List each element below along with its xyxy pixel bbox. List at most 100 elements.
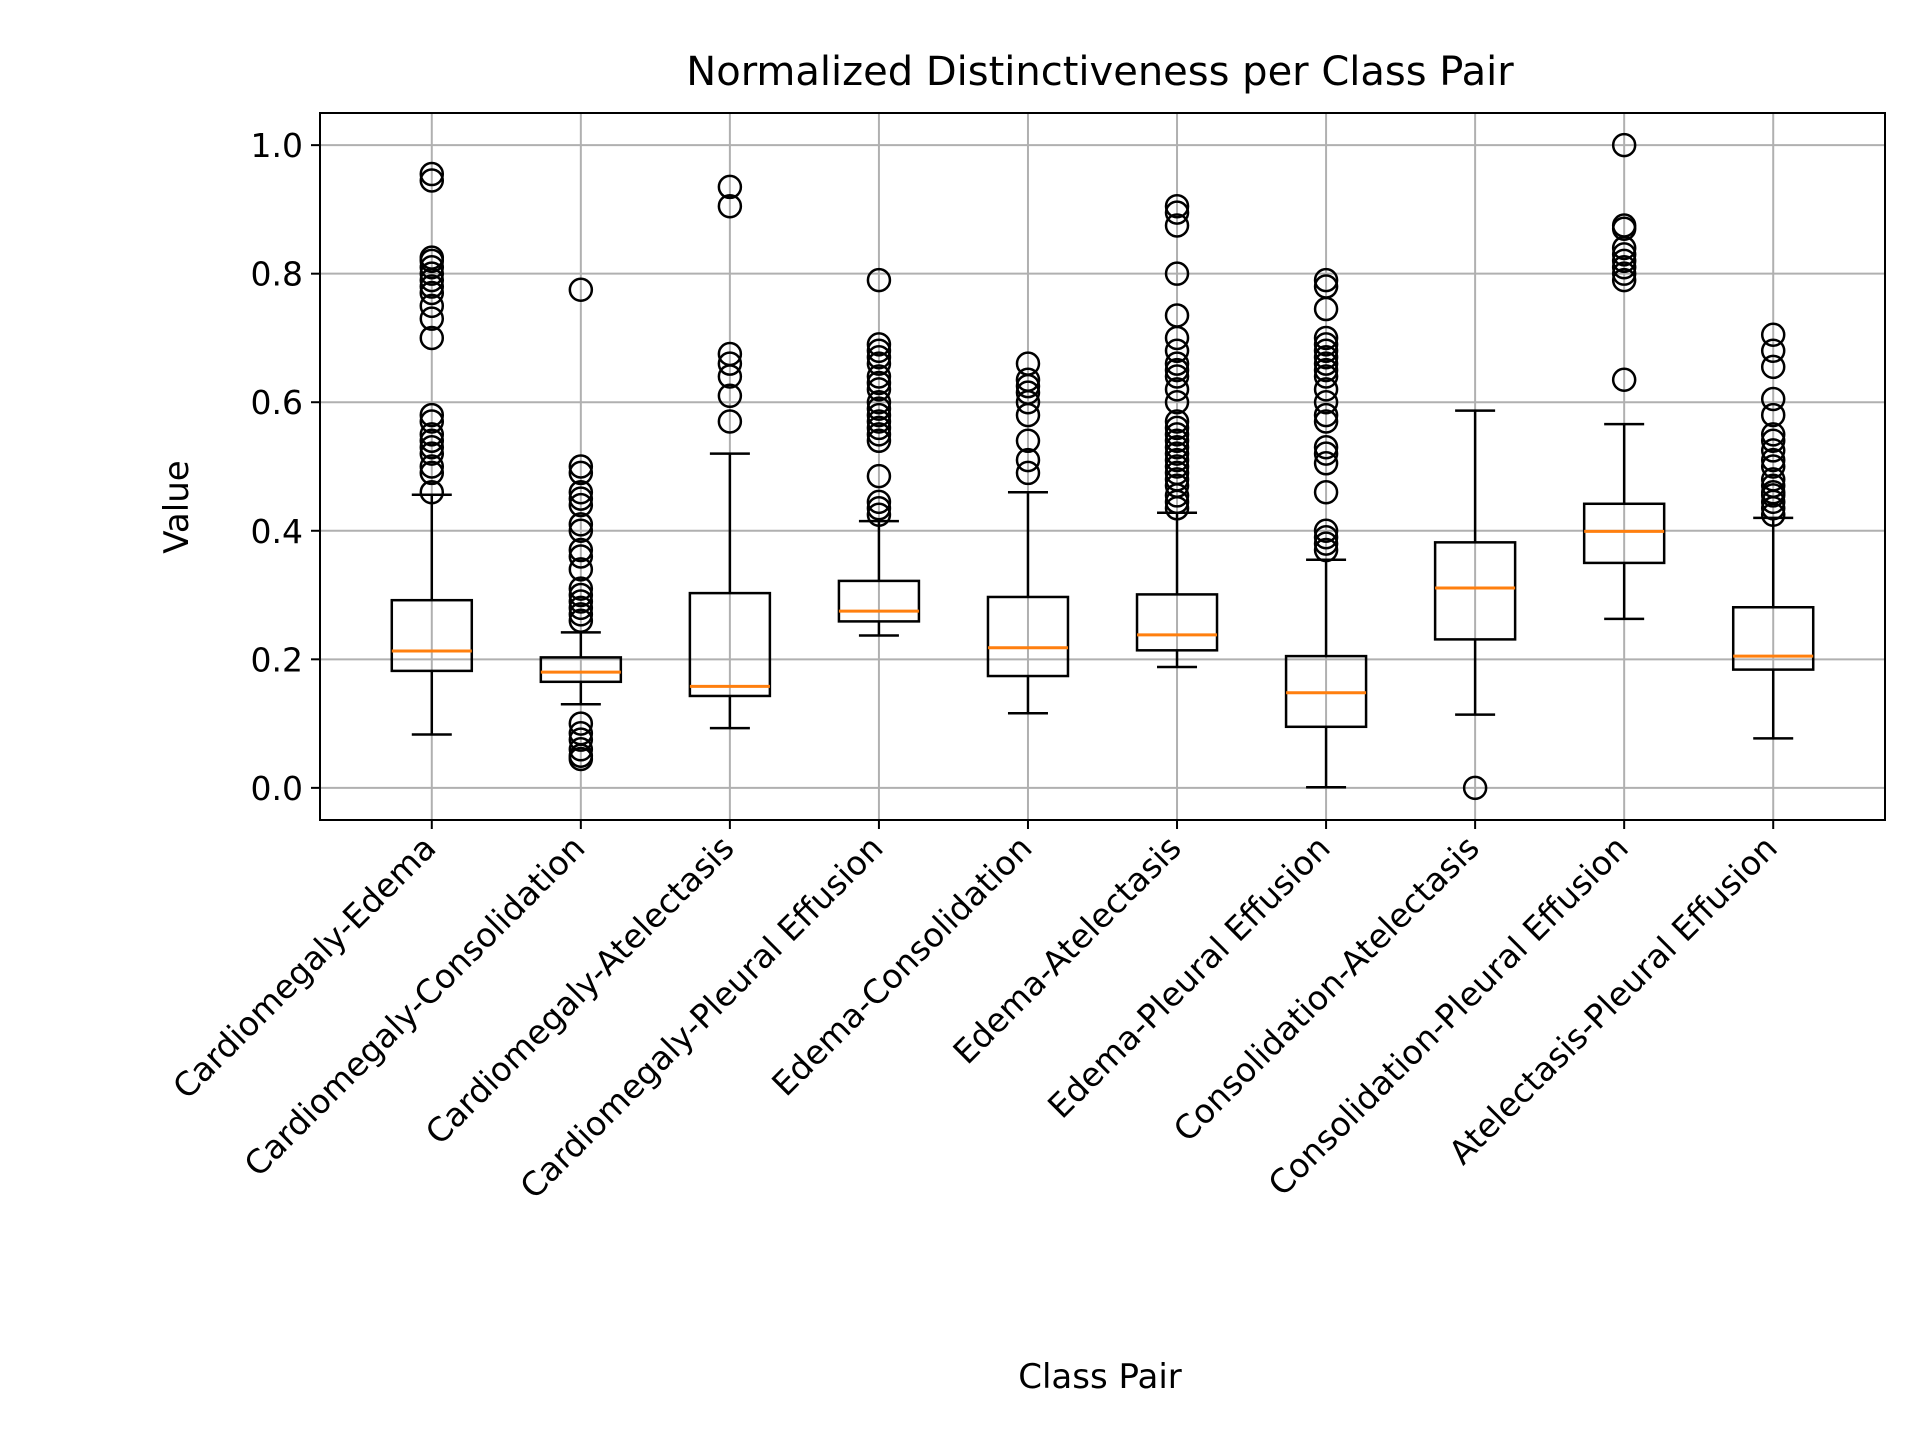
outlier-point — [419, 428, 445, 454]
y-tick-label: 0.6 — [251, 383, 303, 422]
box-plot-9 — [1582, 132, 1666, 621]
outlier-point — [1313, 364, 1339, 389]
outlier-point — [1611, 132, 1637, 158]
x-axis-label: Class Pair — [1018, 1357, 1182, 1397]
iqr-box — [539, 656, 623, 684]
outlier-point — [419, 168, 445, 193]
outlier-point — [866, 489, 892, 515]
outlier-point — [1760, 454, 1786, 479]
plot-layer — [390, 132, 1815, 801]
outlier-point — [1760, 479, 1786, 505]
outlier-point — [1313, 524, 1339, 550]
outlier-point — [866, 502, 892, 527]
iqr-box — [390, 598, 474, 673]
outlier-point — [419, 441, 445, 466]
iqr-box — [688, 591, 772, 698]
outlier-point — [717, 409, 743, 434]
y-tick-label: 0.8 — [251, 255, 303, 294]
iqr-box — [1582, 502, 1666, 565]
outlier-point — [1313, 531, 1339, 556]
outlier-point — [1015, 447, 1041, 473]
outlier-point — [1313, 451, 1339, 476]
outlier-point — [1760, 402, 1786, 428]
outlier-point — [866, 377, 892, 402]
outlier-point — [1760, 354, 1786, 380]
outlier-point — [1164, 447, 1190, 473]
outlier-point — [866, 351, 892, 376]
outlier-point — [568, 277, 594, 302]
outlier-point — [568, 737, 594, 762]
outlier-point — [717, 341, 743, 367]
outlier-point — [419, 402, 445, 428]
outlier-point — [1313, 338, 1339, 364]
outlier-point — [1611, 261, 1637, 286]
outlier-point — [1313, 518, 1339, 544]
outlier-point — [1164, 261, 1190, 286]
outlier-point — [1760, 338, 1786, 364]
outlier-point — [866, 389, 892, 415]
box-plot-3 — [688, 174, 772, 730]
outlier-point — [419, 245, 445, 270]
outlier-point — [1164, 303, 1190, 328]
outlier-point — [1164, 213, 1190, 238]
outlier-point — [419, 409, 445, 434]
outlier-point — [419, 261, 445, 286]
outlier-point — [419, 454, 445, 479]
box-plot-6 — [1135, 193, 1219, 669]
outlier-point — [568, 576, 594, 601]
outlier-point — [419, 306, 445, 331]
outlier-point — [1313, 351, 1339, 376]
outlier-point — [419, 479, 445, 505]
outlier-point — [1164, 193, 1190, 219]
outlier-point — [419, 274, 445, 299]
plot-frame — [319, 112, 1886, 821]
outlier-point — [1164, 415, 1190, 441]
outlier-point — [568, 486, 594, 511]
outlier-point — [1760, 386, 1786, 412]
outlier-point — [866, 463, 892, 489]
outlier-point — [419, 422, 445, 447]
outlier-point — [1313, 377, 1339, 402]
outlier-point — [866, 409, 892, 434]
outlier-point — [1164, 364, 1190, 389]
iqr-box — [837, 579, 921, 623]
outlier-point — [1313, 537, 1339, 563]
box-plot-10 — [1731, 322, 1815, 740]
outlier-point — [568, 454, 594, 479]
outlier-point — [1313, 402, 1339, 428]
outlier-point — [1164, 351, 1190, 376]
outlier-point — [419, 434, 445, 460]
outlier-point — [1164, 434, 1190, 460]
outlier-point — [1164, 454, 1190, 479]
box-plot-8 — [1433, 409, 1517, 801]
outlier-point — [568, 492, 594, 518]
outlier-point — [1164, 467, 1190, 492]
outlier-point — [568, 727, 594, 752]
outlier-point — [866, 370, 892, 396]
outlier-point — [866, 422, 892, 447]
outlier-point — [419, 280, 445, 306]
y-tick-label: 0.2 — [251, 640, 303, 679]
outlier-point — [866, 338, 892, 364]
box-plot-5 — [986, 351, 1070, 715]
outlier-point — [866, 267, 892, 293]
outlier-point — [1313, 332, 1339, 357]
iqr-box — [1135, 593, 1219, 652]
box-plot-7 — [1284, 267, 1368, 789]
outlier-point — [419, 460, 445, 486]
outlier-point — [1313, 441, 1339, 466]
outlier-point — [1164, 338, 1190, 364]
outlier-point — [568, 512, 594, 537]
outlier-point — [1611, 248, 1637, 274]
outlier-point — [1760, 473, 1786, 499]
outlier-point — [866, 415, 892, 441]
outlier-point — [1015, 460, 1041, 486]
outlier-point — [1462, 775, 1488, 801]
outlier-point — [717, 351, 743, 376]
outlier-point — [1015, 380, 1041, 405]
outlier-point — [1760, 438, 1786, 463]
outlier-point — [1313, 274, 1339, 299]
outlier-point — [568, 711, 594, 736]
outlier-point — [1760, 422, 1786, 447]
